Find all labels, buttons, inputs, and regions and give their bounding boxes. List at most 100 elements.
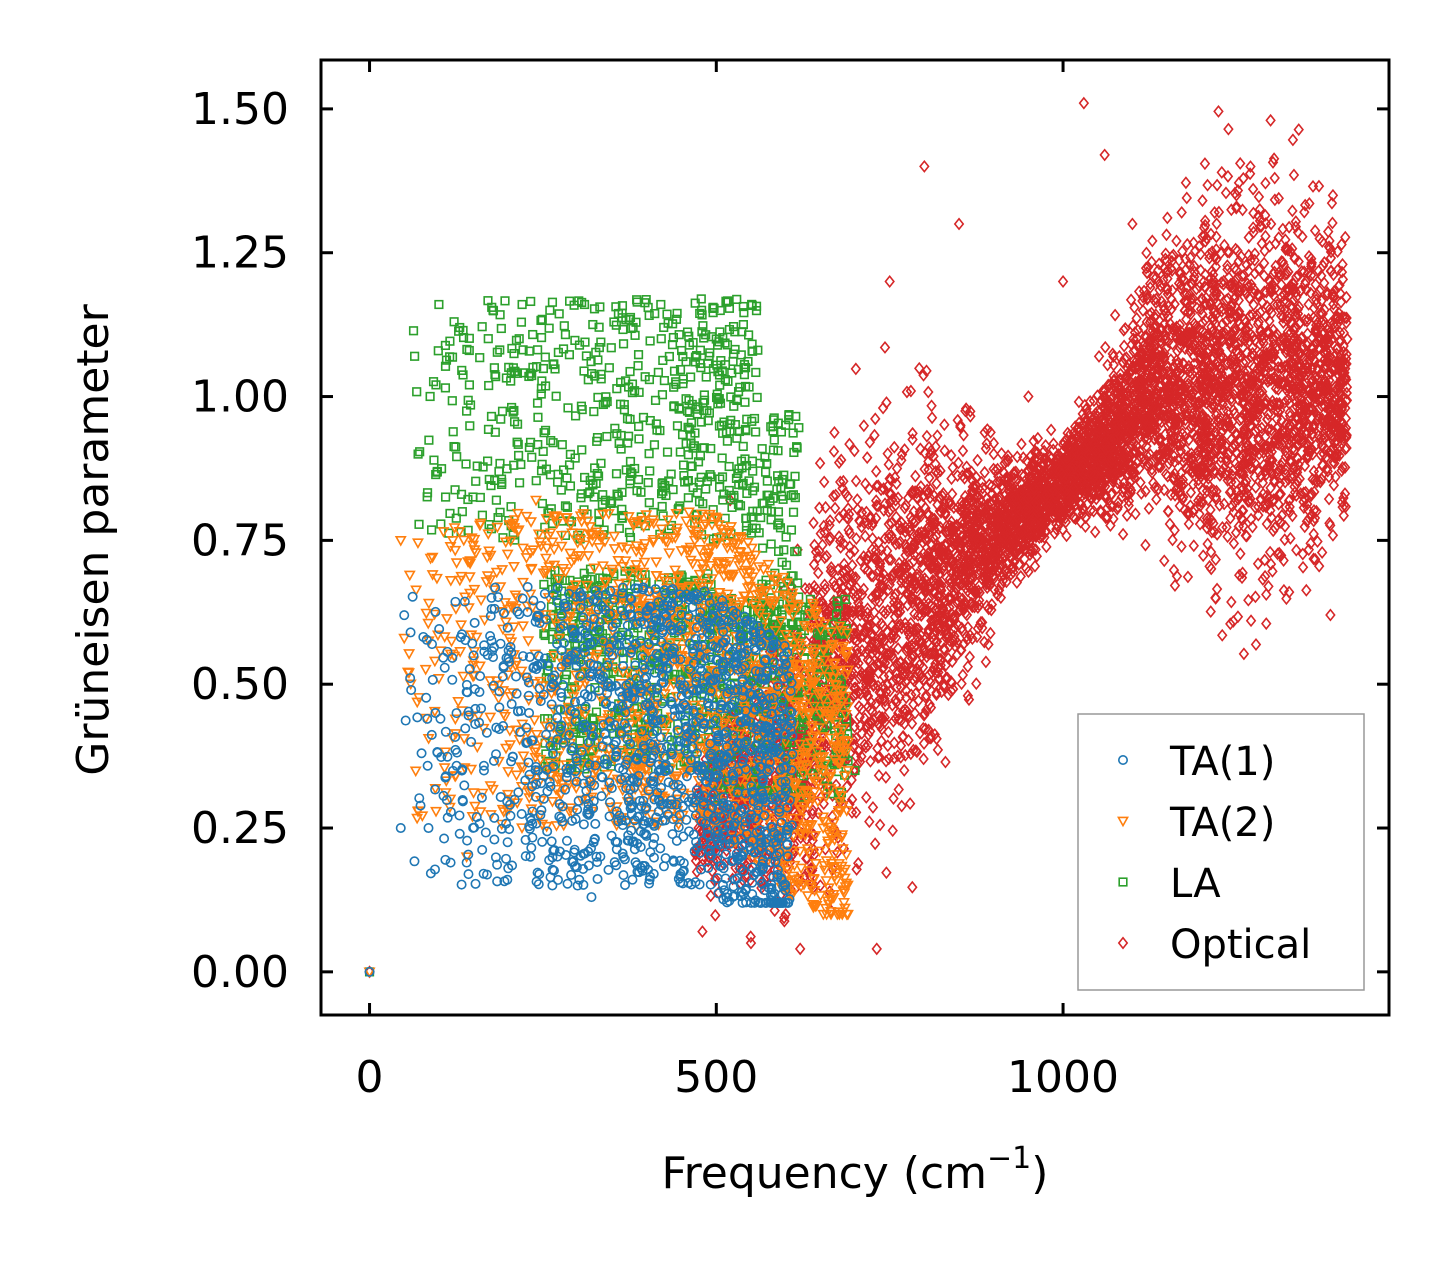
data-point [1018,469,1030,483]
data-point [1023,565,1034,579]
data-point [1049,526,1060,540]
data-point [1257,572,1269,586]
data-point [1137,304,1149,318]
data-point [1220,186,1232,200]
data-point [931,477,942,490]
data-point [904,797,916,811]
data-point [1213,104,1224,118]
data-point [900,691,912,705]
data-point [957,668,969,682]
data-point [1121,509,1133,522]
data-point [871,942,882,956]
data-point [1205,545,1217,559]
data-point [1013,558,1025,572]
data-point [923,385,934,399]
data-point [691,865,703,879]
data-point [1238,647,1250,661]
data-point [1232,610,1244,624]
data-point [769,904,780,918]
data-point [972,453,983,467]
data-point [871,479,882,493]
data-point [1222,448,1234,462]
data-point [1109,308,1121,322]
data-point [1173,253,1185,267]
data-point [1125,293,1137,307]
data-point [888,714,899,728]
data-point [884,684,896,698]
data-point [1243,593,1254,607]
data-point [1304,197,1315,210]
data-point [1011,576,1023,589]
data-point [808,558,820,571]
data-point [856,750,867,763]
data-point [1322,225,1334,239]
data-point [1136,486,1147,500]
data-point [861,790,872,804]
data-point [1323,492,1335,506]
data-point [997,481,1008,495]
data-point [890,711,901,725]
data-point [869,837,881,851]
data-point [1199,157,1211,171]
data-point [900,683,912,697]
data-point [867,800,879,814]
data-point [861,451,873,465]
data-point [1160,247,1171,261]
data-point [850,474,862,488]
data-point [1259,439,1270,453]
data-point [1178,455,1189,469]
data-point [1175,489,1187,503]
data-point [730,861,741,875]
data-point [1211,217,1222,231]
data-point [1176,540,1187,554]
data-point [956,677,967,691]
data-point [1203,247,1215,261]
data-point [828,444,840,458]
data-point [1120,322,1131,335]
data-point [1169,579,1181,593]
data-point [1181,312,1192,326]
data-point [870,412,881,426]
data-point [1228,536,1240,550]
data-point [1249,247,1261,261]
data-point [1016,437,1027,451]
data-points [363,96,1353,979]
data-point [833,530,845,544]
data-point [914,361,925,375]
data-point [940,755,951,769]
data-point [1235,547,1246,561]
data-point [882,447,893,461]
data-point [879,340,891,354]
data-point [1169,523,1180,537]
data-point [1297,547,1309,561]
data-point [745,930,756,944]
data-point [1197,549,1209,563]
data-point [1199,214,1211,228]
data-point [918,752,929,766]
data-point [883,505,894,519]
data-point [883,457,894,471]
data-point [829,501,841,515]
data-point [1337,461,1348,474]
data-point [953,456,964,470]
data-point [1130,507,1141,521]
data-point [846,793,858,807]
data-point [1269,193,1281,207]
data-point [955,420,966,434]
data-point [1253,190,1265,204]
data-point [907,880,918,894]
data-point [1171,234,1182,248]
data-point [1305,536,1316,550]
data-point [1261,617,1272,631]
data-point [1284,406,1295,420]
data-point [1176,205,1187,219]
data-point [865,754,876,768]
data-point [1181,191,1193,205]
data-point [1202,178,1213,192]
data-point [901,385,913,399]
data-point [1210,288,1222,302]
data-point [964,650,975,664]
data-point [926,399,937,413]
data-point [1197,194,1208,208]
